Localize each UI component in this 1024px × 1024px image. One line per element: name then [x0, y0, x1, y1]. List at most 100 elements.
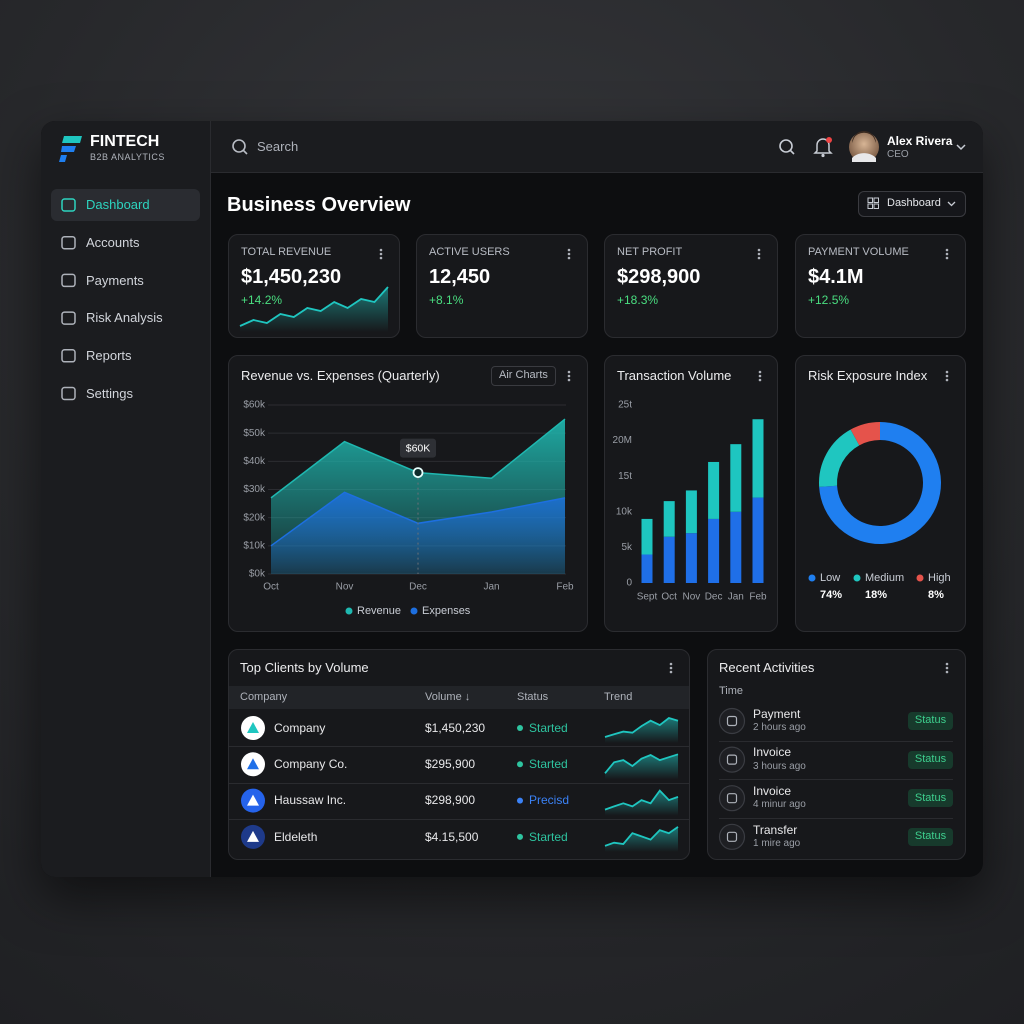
more-menu[interactable]: [567, 370, 571, 382]
menu-dot: [945, 252, 949, 256]
nav-item[interactable]: Dashboard: [86, 197, 150, 213]
status-badge[interactable]: [908, 750, 953, 769]
menu-dot: [567, 256, 571, 260]
menu-dot: [945, 370, 949, 374]
legend-label: Revenue: [357, 605, 401, 617]
bar-segment: [708, 461, 720, 519]
bar-segment: [708, 518, 720, 583]
nav-item[interactable]: Reports: [86, 348, 132, 363]
menu-dot: [567, 378, 571, 382]
column-header[interactable]: Volume ↓: [425, 691, 471, 704]
y-tick-label: 15t: [618, 471, 632, 482]
company-logo-mark: [247, 722, 259, 733]
menu-dot: [945, 248, 949, 252]
kpi-value: $298,900: [617, 266, 701, 288]
nav-icon: [61, 235, 76, 250]
status: Started: [529, 757, 568, 772]
status-badge[interactable]: [908, 789, 953, 808]
menu-dot: [567, 374, 571, 378]
activity-title: Invoice: [753, 745, 792, 760]
bar-segment: [641, 518, 653, 555]
volume: $4.15,500: [425, 829, 479, 844]
donut-segment: [819, 422, 941, 544]
volume: $1,450,230: [425, 720, 486, 735]
column-header: Status: [517, 691, 549, 704]
more-menu[interactable]: [758, 370, 762, 382]
menu-dot: [379, 256, 383, 260]
bar-segment: [685, 490, 697, 534]
nav-item[interactable]: Settings: [86, 385, 133, 401]
card: [604, 234, 778, 338]
trend-sparkline-area: [605, 718, 678, 743]
activity-glyph: [726, 754, 738, 765]
menu-dot: [758, 378, 762, 382]
card: [416, 234, 588, 338]
legend-swatch: [345, 607, 353, 615]
status-badge[interactable]: [908, 827, 953, 846]
annotation-label: $60K: [406, 442, 431, 454]
avatar[interactable]: [849, 131, 879, 162]
x-tick-label: Dec: [705, 592, 723, 603]
y-tick-label: 25t: [618, 400, 632, 411]
more-menu[interactable]: [945, 248, 949, 260]
donut-segment: [850, 422, 881, 446]
brand: FINTECH: [90, 133, 160, 151]
menu-dot: [758, 374, 762, 378]
activity-time: 1 mire ago: [753, 837, 801, 849]
company-logo-mark: [247, 794, 259, 806]
activity-title: Invoice: [753, 784, 792, 798]
activity-glyph: [726, 831, 738, 842]
company-logo-mark: [247, 830, 259, 842]
activity-time: 3 hours ago: [753, 760, 806, 772]
kpi-value: 12,450: [429, 266, 491, 288]
company-logo-mark: [247, 758, 259, 770]
kpi-label: NET PROFIT: [617, 246, 683, 259]
status-badge[interactable]: [908, 712, 953, 730]
row-divider: [229, 818, 689, 820]
nav-item[interactable]: Accounts: [86, 234, 140, 250]
company-name: Company Co.: [274, 757, 348, 772]
menu-dot: [567, 370, 571, 374]
nav-item[interactable]: Payments: [86, 272, 144, 288]
menu-dot: [379, 252, 383, 256]
status-dot: [517, 797, 523, 804]
volume: $295,900: [425, 757, 476, 772]
menu-dot: [758, 370, 762, 374]
more-menu[interactable]: [379, 248, 383, 260]
kpi-change: +8.1%: [429, 292, 464, 307]
legend-swatch: [853, 574, 861, 582]
search-input[interactable]: Search: [257, 139, 299, 155]
row-divider: [229, 782, 689, 784]
more-menu[interactable]: [567, 248, 571, 260]
chart-button[interactable]: [491, 366, 556, 386]
nav-item[interactable]: Risk Analysis: [86, 310, 163, 326]
y-tick-label: $0k: [249, 569, 266, 580]
search-button[interactable]: [779, 139, 795, 155]
x-tick-label: Oct: [661, 592, 677, 603]
x-tick-label: Sept: [637, 592, 658, 603]
legend-value: 18%: [865, 589, 887, 601]
nav-icon: [61, 386, 76, 401]
more-menu[interactable]: [757, 248, 761, 260]
activity-icon: [718, 707, 746, 735]
activity-title: Payment: [753, 706, 801, 721]
status-badge-label: Status: [914, 753, 947, 765]
page-title: Business Overview: [227, 194, 411, 216]
user-menu-chevron[interactable]: [956, 144, 966, 151]
more-menu[interactable]: [669, 662, 673, 674]
logo-mark: [62, 136, 82, 143]
annotation-box: [400, 438, 436, 458]
view-button-label: Dashboard: [887, 197, 941, 210]
notifications-button[interactable]: [813, 137, 833, 158]
bar-segment: [641, 554, 653, 583]
menu-dot: [669, 666, 673, 670]
x-tick-label: Jan: [728, 592, 744, 603]
y-tick-label: 0: [626, 578, 632, 589]
more-menu[interactable]: [945, 370, 949, 382]
view-icon: [867, 203, 873, 209]
donut-segment: [819, 429, 860, 487]
legend-label: High: [928, 572, 951, 584]
more-menu[interactable]: [945, 662, 949, 674]
card: [228, 649, 690, 860]
